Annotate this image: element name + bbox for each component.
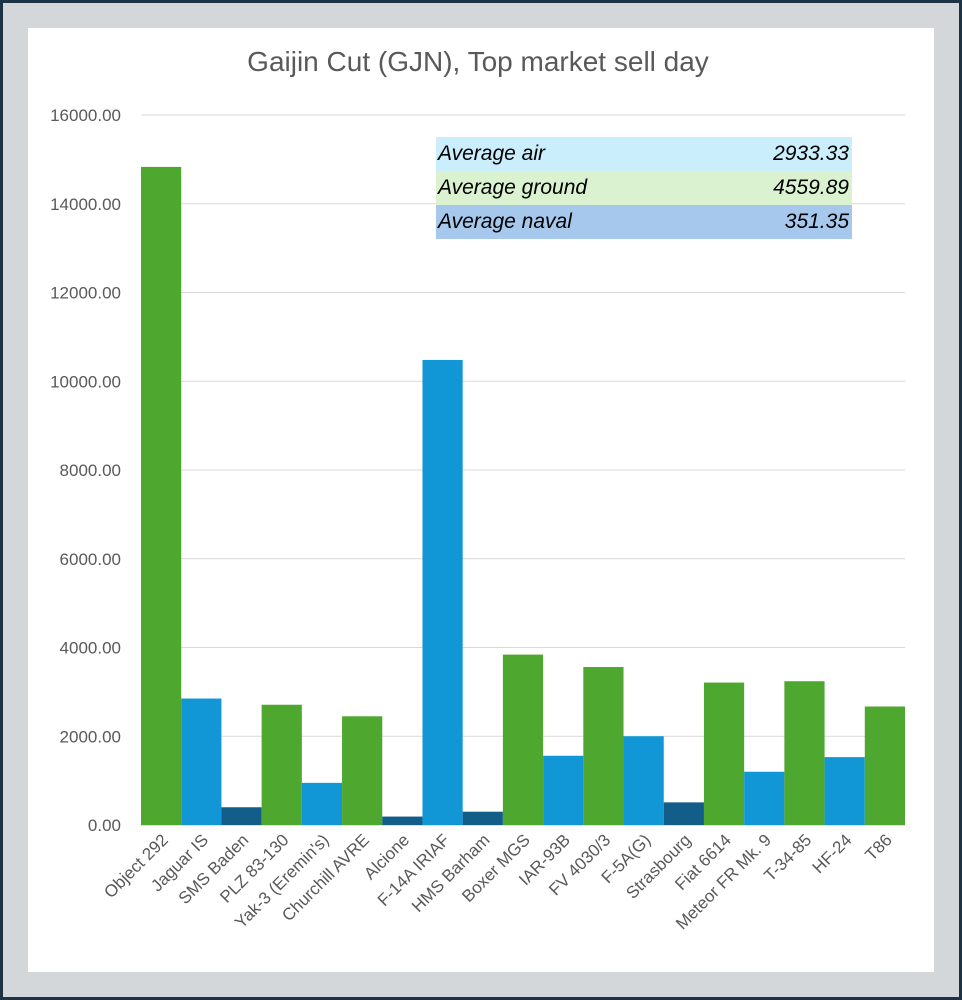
y-tick-label: 8000.00: [60, 461, 121, 480]
average-air-label: Average air: [438, 142, 546, 165]
bar-meteor-fr-mk-9: [744, 771, 785, 825]
bar-fiat-6614: [703, 682, 745, 825]
y-tick-label: 4000.00: [60, 639, 121, 658]
average-naval-value: 351.35: [784, 210, 849, 233]
bar-hms-barham: [462, 811, 503, 825]
bar-churchill-avre: [342, 716, 383, 825]
x-tick-label: HF-24: [809, 830, 856, 877]
average-ground-value: 4559.89: [773, 176, 849, 199]
y-tick-label: 6000.00: [60, 550, 121, 569]
bar-boxer-mgs: [502, 654, 544, 825]
y-tick-label: 10000.00: [50, 372, 121, 391]
bar-plz-83-130: [261, 704, 302, 825]
y-tick-label: 2000.00: [60, 727, 121, 746]
average-air-row: Average air 2933.33: [436, 137, 852, 171]
y-tick-label: 12000.00: [50, 284, 121, 303]
bar-fv-4030-3: [583, 667, 624, 825]
bar-sms-baden: [221, 807, 262, 825]
average-air-value: 2933.33: [773, 142, 849, 165]
averages-table: Average air 2933.33 Average ground 4559.…: [436, 137, 852, 239]
bar-hf-24: [824, 757, 865, 825]
bar-t86: [864, 706, 905, 825]
chart-title: Gaijin Cut (GJN), Top market sell day: [247, 46, 709, 77]
average-ground-row: Average ground 4559.89: [436, 171, 852, 205]
bar-f-14a-iriaf: [422, 359, 463, 825]
bar-yak-3-eremin-s: [301, 782, 343, 825]
bar-t-34-85: [784, 681, 825, 825]
y-tick-label: 14000.00: [50, 195, 121, 214]
y-tick-label: 16000.00: [50, 106, 121, 125]
average-naval-label: Average naval: [438, 210, 572, 233]
average-naval-row: Average naval 351.35: [436, 205, 852, 239]
bar-alcione: [382, 816, 423, 825]
bar-jaguar-is: [181, 698, 222, 825]
bar-iar-93b: [543, 755, 584, 825]
bar-object-292: [141, 166, 182, 826]
average-ground-label: Average ground: [438, 176, 588, 199]
bar-f-5a-g: [623, 736, 664, 825]
bar-strasbourg: [663, 802, 704, 825]
x-tick-label: T86: [862, 830, 896, 864]
y-tick-label: 0.00: [88, 816, 121, 835]
